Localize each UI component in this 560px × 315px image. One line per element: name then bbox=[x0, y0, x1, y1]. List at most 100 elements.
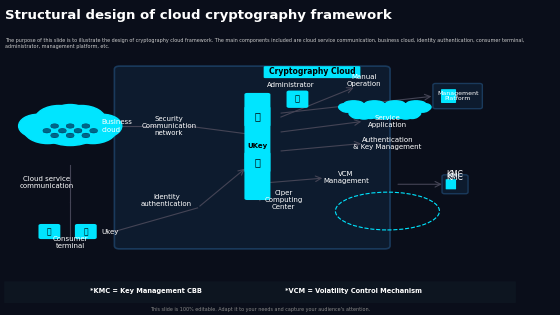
Circle shape bbox=[391, 101, 405, 110]
FancyBboxPatch shape bbox=[51, 124, 58, 128]
Text: Ciper
Computing
Center: Ciper Computing Center bbox=[264, 190, 302, 210]
Text: Cloud service
communication: Cloud service communication bbox=[20, 176, 74, 189]
FancyBboxPatch shape bbox=[244, 152, 270, 173]
Text: Service
Application: Service Application bbox=[368, 115, 407, 128]
Circle shape bbox=[364, 101, 378, 110]
Circle shape bbox=[90, 128, 98, 133]
FancyBboxPatch shape bbox=[446, 179, 456, 189]
FancyBboxPatch shape bbox=[114, 66, 390, 249]
Text: Ukey: Ukey bbox=[101, 228, 119, 235]
FancyBboxPatch shape bbox=[244, 106, 270, 127]
Circle shape bbox=[412, 101, 426, 110]
Text: Identity
authentication: Identity authentication bbox=[141, 193, 192, 207]
FancyBboxPatch shape bbox=[4, 281, 516, 303]
Circle shape bbox=[378, 104, 389, 111]
Circle shape bbox=[24, 114, 72, 144]
Circle shape bbox=[74, 128, 82, 133]
Circle shape bbox=[403, 104, 417, 112]
Text: UKey: UKey bbox=[248, 143, 268, 150]
Text: VCM
Management: VCM Management bbox=[323, 171, 369, 185]
Circle shape bbox=[360, 104, 371, 111]
Circle shape bbox=[361, 104, 375, 112]
Circle shape bbox=[368, 110, 379, 117]
Circle shape bbox=[82, 123, 90, 129]
FancyBboxPatch shape bbox=[51, 134, 58, 137]
FancyBboxPatch shape bbox=[264, 66, 361, 78]
Circle shape bbox=[384, 110, 398, 118]
Text: KMC: KMC bbox=[446, 170, 464, 179]
Text: *KMC = Key Management CBB: *KMC = Key Management CBB bbox=[90, 288, 202, 295]
Text: Administrator: Administrator bbox=[268, 82, 315, 88]
Circle shape bbox=[401, 104, 412, 111]
Text: Consumer
terminal: Consumer terminal bbox=[53, 236, 88, 249]
Text: Security
Communication
network: Security Communication network bbox=[142, 116, 197, 136]
Circle shape bbox=[357, 104, 368, 111]
Circle shape bbox=[350, 101, 364, 110]
Circle shape bbox=[360, 107, 374, 116]
Circle shape bbox=[340, 104, 354, 112]
Circle shape bbox=[358, 107, 370, 115]
Circle shape bbox=[353, 104, 367, 112]
FancyBboxPatch shape bbox=[67, 134, 74, 137]
Text: *VCM = Volatility Control Mechanism: *VCM = Volatility Control Mechanism bbox=[285, 288, 422, 295]
Circle shape bbox=[58, 128, 67, 133]
Circle shape bbox=[416, 104, 430, 112]
Text: This slide is 100% editable. Adapt it to your needs and capture your audience's : This slide is 100% editable. Adapt it to… bbox=[150, 307, 370, 312]
Text: 🗄: 🗄 bbox=[254, 157, 260, 167]
Circle shape bbox=[49, 105, 91, 130]
Text: KMC: KMC bbox=[446, 174, 464, 182]
Text: Business
cloud: Business cloud bbox=[101, 119, 132, 133]
Circle shape bbox=[354, 107, 368, 116]
Circle shape bbox=[385, 101, 399, 110]
Circle shape bbox=[386, 101, 404, 113]
FancyBboxPatch shape bbox=[59, 129, 66, 133]
Circle shape bbox=[43, 128, 51, 133]
Circle shape bbox=[68, 114, 117, 144]
Circle shape bbox=[363, 110, 377, 118]
Circle shape bbox=[405, 110, 419, 118]
Circle shape bbox=[365, 101, 384, 113]
Circle shape bbox=[50, 133, 59, 138]
Circle shape bbox=[392, 110, 406, 118]
FancyBboxPatch shape bbox=[43, 129, 50, 133]
Circle shape bbox=[349, 110, 360, 117]
Text: Manual
Operation: Manual Operation bbox=[347, 74, 381, 87]
Circle shape bbox=[406, 101, 420, 110]
Circle shape bbox=[82, 133, 90, 138]
Circle shape bbox=[395, 104, 409, 112]
FancyBboxPatch shape bbox=[433, 83, 482, 109]
Circle shape bbox=[348, 101, 360, 108]
Circle shape bbox=[381, 107, 395, 116]
Circle shape bbox=[370, 110, 381, 117]
Circle shape bbox=[339, 104, 350, 111]
Circle shape bbox=[66, 133, 74, 138]
Circle shape bbox=[399, 107, 412, 115]
FancyBboxPatch shape bbox=[287, 90, 309, 108]
Circle shape bbox=[368, 101, 380, 108]
Text: 🖥: 🖥 bbox=[47, 227, 52, 236]
Circle shape bbox=[375, 107, 389, 116]
FancyBboxPatch shape bbox=[75, 224, 97, 239]
Circle shape bbox=[389, 110, 400, 117]
Circle shape bbox=[396, 108, 415, 119]
FancyBboxPatch shape bbox=[244, 93, 270, 200]
Text: 👤: 👤 bbox=[295, 95, 300, 104]
Circle shape bbox=[382, 104, 396, 112]
Text: Structural design of cloud cryptography framework: Structural design of cloud cryptography … bbox=[5, 9, 392, 22]
Circle shape bbox=[57, 106, 106, 135]
Text: Cryptography Cloud: Cryptography Cloud bbox=[269, 67, 356, 76]
Text: Management
Platform: Management Platform bbox=[437, 91, 478, 101]
FancyBboxPatch shape bbox=[74, 129, 82, 133]
FancyBboxPatch shape bbox=[82, 134, 90, 137]
Circle shape bbox=[83, 114, 122, 138]
Text: Authentication
& Key Management: Authentication & Key Management bbox=[353, 137, 422, 150]
Circle shape bbox=[38, 106, 102, 146]
Circle shape bbox=[395, 107, 409, 116]
FancyBboxPatch shape bbox=[82, 124, 90, 128]
Circle shape bbox=[389, 101, 402, 108]
Text: 🔑: 🔑 bbox=[83, 227, 88, 236]
FancyBboxPatch shape bbox=[90, 129, 97, 133]
Circle shape bbox=[344, 101, 363, 113]
Circle shape bbox=[391, 110, 402, 117]
Circle shape bbox=[399, 104, 410, 111]
